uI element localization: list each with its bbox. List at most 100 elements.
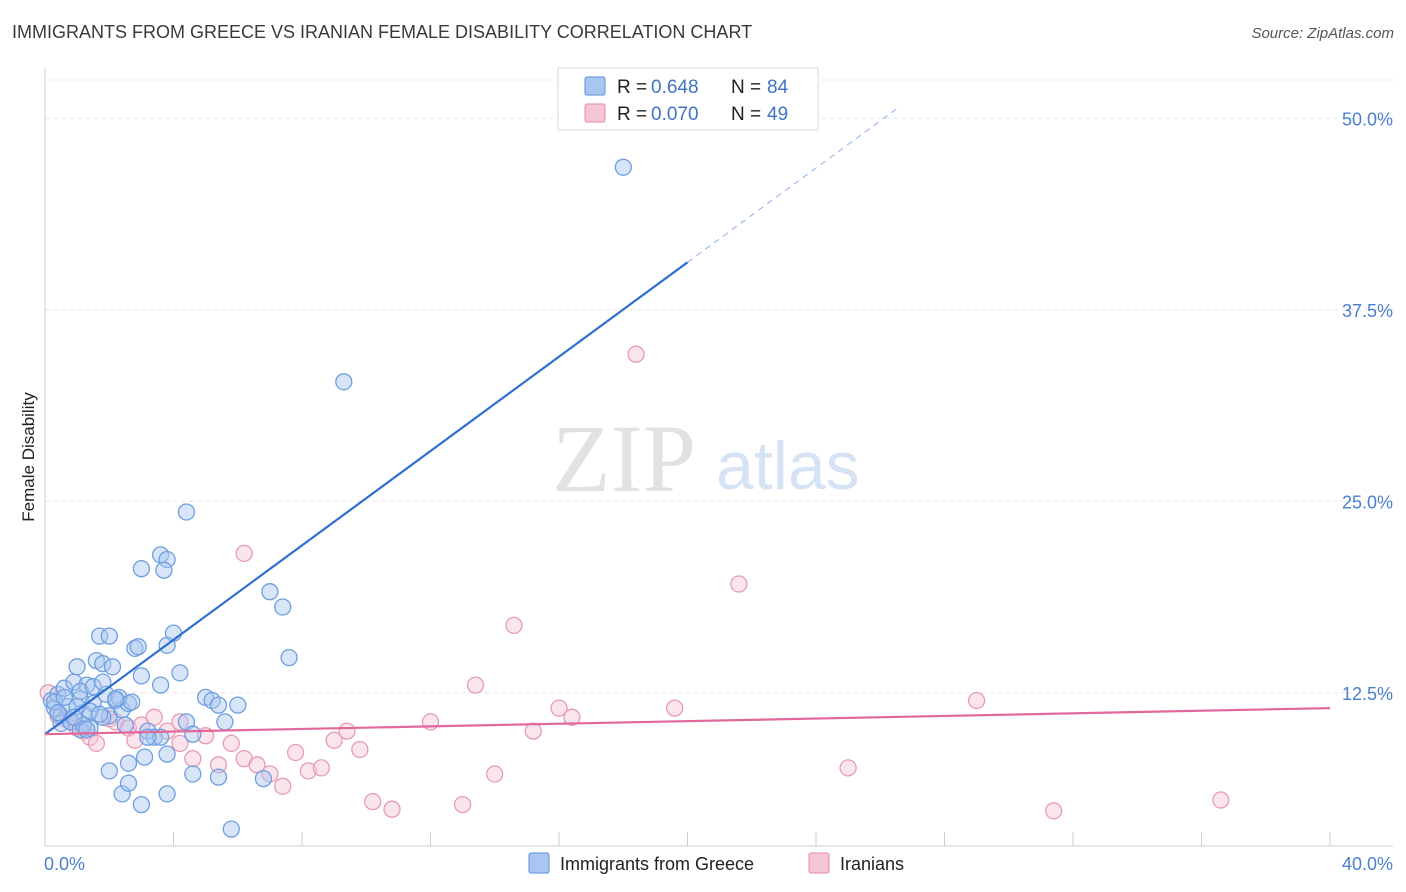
point-iranians [274,777,292,795]
point-greece [129,638,147,656]
point-iranians [466,676,485,694]
point-greece [177,503,196,521]
gridlines [45,79,1393,694]
point-iranians [171,713,189,731]
point-greece [184,765,202,783]
point-iranians [524,722,542,740]
point-greece [94,655,112,673]
point-iranians [627,345,645,363]
point-greece [184,725,202,743]
trend-line-iranians [44,707,1331,736]
legend-n-value-iranians: 49 [767,104,788,125]
point-iranians [730,575,748,593]
point-iranians [325,731,343,749]
point-greece [68,658,86,676]
point-greece [132,560,151,578]
chart-title: IMMIGRANTS FROM GREECE VS IRANIAN FEMALE… [12,22,752,42]
point-greece [78,720,96,739]
point-greece [158,550,176,569]
point-greece [209,768,228,786]
point-iranians [87,734,106,753]
point-greece [116,716,134,734]
point-greece [254,769,273,788]
bottom-legend-label-iranians: Iranians [840,854,904,874]
point-greece [335,373,353,391]
point-greece [103,658,122,676]
chart-source: Source: ZipAtlas.com [1251,25,1394,42]
point-greece [81,702,99,720]
point-greece [84,678,102,696]
watermark-atlas: atlas [716,428,860,504]
point-greece [145,728,163,746]
x-tick-label-max: 40.0% [1342,854,1393,874]
point-iranians [184,750,202,768]
point-greece [119,754,138,772]
point-greece [65,708,83,726]
point-greece [135,748,154,766]
point-greece [55,688,73,707]
point-iranians [383,800,401,818]
point-greece [151,676,170,694]
point-iranians [967,691,986,710]
point-greece [90,627,109,645]
point-iranians [839,759,857,777]
x-tick-marks [173,832,1331,846]
point-iranians [563,708,581,726]
series-legend: Immigrants from Greece Iranians [528,852,904,874]
y-tick-label: 12.5% [1342,684,1393,704]
point-greece [151,728,170,746]
x-tick-label-min: 0.0% [44,854,85,874]
point-greece [49,704,67,722]
bottom-legend-swatch-iranians [808,852,830,874]
point-greece [171,664,189,682]
point-iranians [364,792,382,811]
legend-swatch-greece [584,76,606,96]
point-iranians [209,756,228,774]
point-iranians [338,722,356,740]
point-iranians [312,759,330,777]
point-iranians [351,740,369,759]
point-iranians [505,616,523,635]
point-greece [158,745,176,763]
bottom-legend-label-greece: Immigrants from Greece [560,854,754,874]
point-greece [132,667,151,685]
watermark: ZIP atlas [552,405,860,512]
legend-n-label-greece: N = [731,77,766,98]
point-greece [261,583,279,601]
trend-lines [44,108,1331,736]
legend-n-value-greece: 84 [767,77,789,98]
stats-legend: R = 0.648 N = 84 R = 0.070 N = 49 [557,67,819,131]
y-tick-label: 50.0% [1342,109,1393,129]
point-greece [209,696,228,714]
point-greece [158,785,176,803]
legend-swatch-iranians [584,103,606,123]
point-greece [45,693,64,711]
point-greece [68,697,86,716]
point-iranians [550,699,568,717]
point-iranians [299,762,318,780]
legend-r-value-iranians: 0.070 [651,104,699,125]
point-greece [229,696,247,714]
point-iranians [486,765,504,783]
point-iranians [286,743,305,762]
point-iranians [453,795,472,814]
point-greece [90,705,109,723]
point-greece [119,774,138,792]
point-iranians [1045,802,1063,820]
watermark-zip: ZIP [552,405,696,512]
y-tick-labels: 12.5% 25.0% 37.5% 50.0% [1342,109,1393,704]
y-tick-label: 25.0% [1342,492,1393,512]
point-greece [274,598,292,616]
point-iranians [235,544,253,563]
point-greece [216,713,234,731]
point-greece [280,648,298,667]
trend-line-greece [44,261,689,736]
point-greece [132,795,151,814]
point-greece [155,561,173,579]
point-greece [123,693,141,711]
legend-n-label-iranians: N = [731,104,766,125]
point-iranians [666,699,684,717]
point-greece [222,820,240,838]
legend-r-label-greece: R = [617,77,652,98]
